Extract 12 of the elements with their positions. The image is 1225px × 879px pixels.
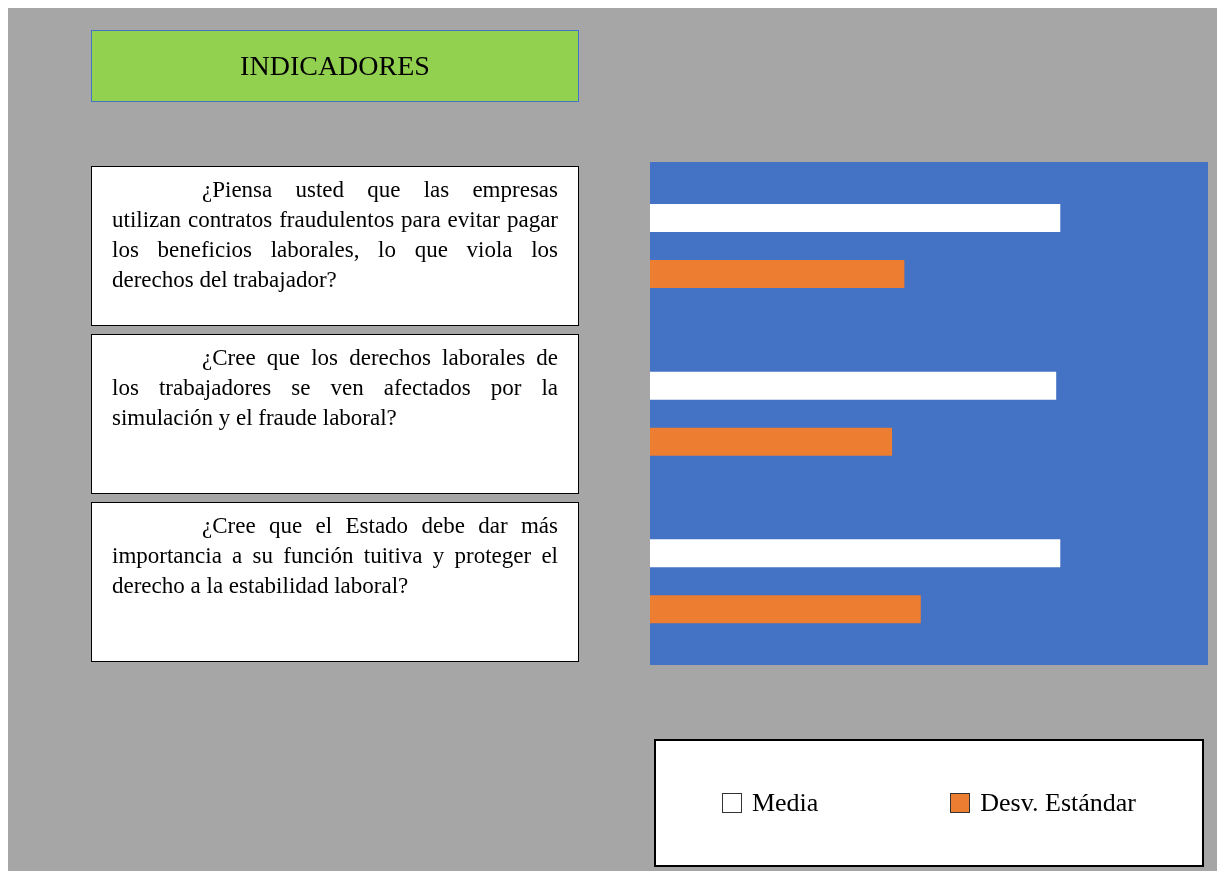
bar [650,427,893,456]
legend-label: Desv. Estándar [980,788,1137,818]
text: INDICADORES [91,30,579,102]
y-tick-label: ¿Piensa usted que las empresas utilizan contratos fraudulentos para evitar pagar los beneficios laborales, lo que viola los derechos del trabajador? [91,166,579,326]
legend-label: Media [751,788,819,818]
y-tick-label: ¿Cree que el Estado debe dar más importancia a su función tuitiva y proteger el derecho a la estabilidad laboral? [91,502,579,662]
bar [650,595,921,624]
bar [650,260,905,288]
bar [650,204,1061,232]
bar [650,539,1061,568]
y-tick-label: ¿Cree que los derechos laborales de los trabajadores se ven afectados por la simulación y el fraude laboral? [91,334,579,494]
bar [650,371,1057,400]
